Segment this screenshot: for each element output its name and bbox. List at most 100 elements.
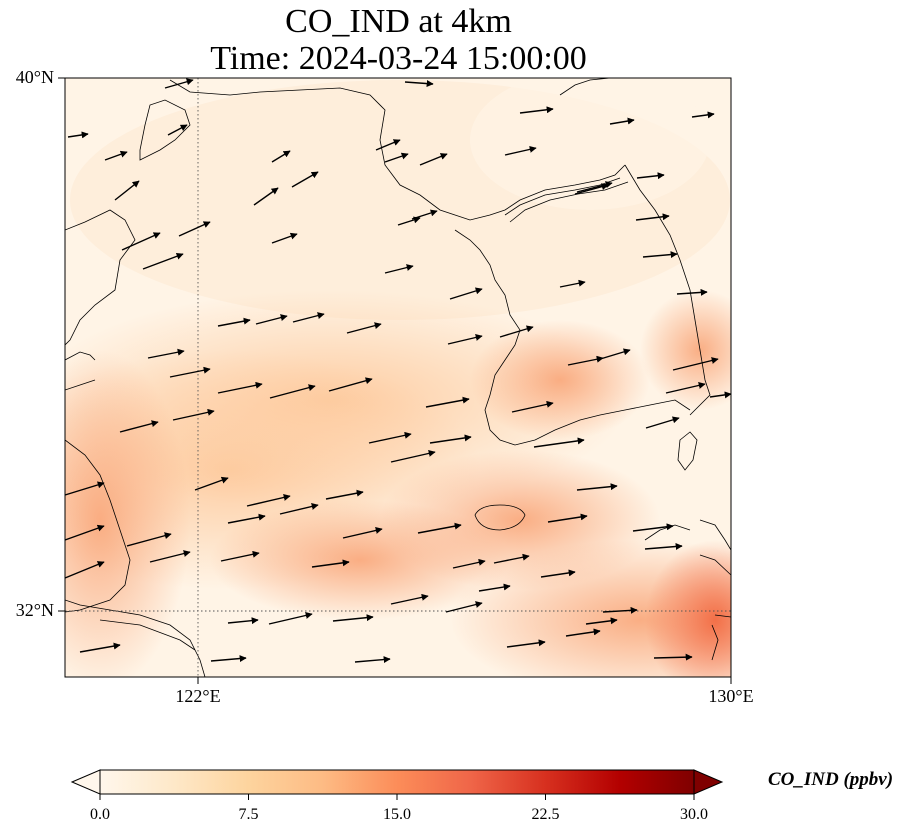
wind-arrow [533,437,585,448]
wind-arrow [567,355,604,366]
wind-arrow [645,416,680,429]
wind-arrow [653,653,693,661]
axis-ticks [58,77,732,684]
wind-arrow [447,334,483,345]
wind-arrow [126,532,172,547]
wind-arrow [217,317,251,327]
wind-arrow [404,80,434,88]
coastlines [65,78,731,677]
colorbar-tick-4: 30.0 [680,806,708,823]
colorbar-label: CO_IND (ppbv) [768,769,894,790]
wind-arrow [493,553,530,564]
wind-arrow [417,522,462,534]
wind-arrow [279,503,319,515]
wind-arrow [676,288,708,296]
wind-arrow [478,583,511,592]
wind-arrow [585,617,618,625]
wind-arrow [419,153,448,166]
wind-arrow [325,489,364,500]
colorbar-gradient [99,769,695,795]
wind-arrow [246,494,291,507]
wind-arrow [178,221,211,237]
colorbar-tick-1: 7.5 [238,806,259,823]
wind-arrow [565,628,601,637]
wind-arrow [519,106,554,114]
wind-arrow [271,232,298,244]
wind-arrow [672,357,719,371]
wind-arrow [255,314,288,325]
lon-label-130e: 130°E [708,686,754,706]
wind-arrow [79,642,121,653]
wind-arrow [64,561,105,579]
wind-arrow [119,420,159,433]
wind-arrow [114,180,140,201]
colorbar-tick-3: 22.5 [531,806,560,823]
wind-arrow [425,396,470,408]
concentration-field [65,78,731,677]
colorbar-tick-0: 0.0 [90,806,110,823]
wind-arrow [632,523,674,532]
wind-arrow [269,384,316,399]
wind-arrow [220,550,260,562]
map-title: CO_IND at 4km [285,3,512,40]
colorbar-extend-min [70,769,101,795]
wind-arrow [328,377,373,392]
wind-arrow [217,381,263,394]
wind-arrow [342,527,383,539]
map-subtitle-time: Time: 2024-03-24 15:00:00 [210,40,587,77]
wind-arrow [636,172,665,180]
wind-arrow [354,656,391,664]
wind-arrow [292,312,325,323]
wind-arrow [142,252,184,270]
wind-arrow [384,264,414,274]
wind-arrow [164,78,194,89]
wind-arrow [644,543,683,550]
wind-arrow [227,617,259,625]
wind-arrow [311,559,350,568]
wind-arrow [194,476,229,491]
wind-arrow [691,111,715,119]
wind-arrow [511,400,554,413]
wind-arrow [149,550,191,563]
wind-arrow [291,171,319,188]
wind-arrow [384,152,409,163]
wind-arrow [390,593,429,605]
wind-arrow [709,391,732,399]
wind-arrow [449,287,483,300]
wind-arrow [429,434,472,444]
wind-arrow [574,183,609,195]
colorbar-tick-2: 15.0 [383,806,411,823]
wind-arrow [506,639,546,648]
wind-arrow [64,524,105,541]
wind-arrow [609,117,635,125]
lon-label-122e: 122°E [175,686,221,706]
wind-arrow [665,382,706,394]
colorbar [70,769,724,800]
wind-vectors [64,78,732,664]
wind-arrow [499,325,534,338]
wind-arrow [332,614,374,622]
wind-arrow [642,251,678,259]
wind-arrow [172,408,215,421]
wind-arrow [227,513,266,524]
colorbar-extend-max [693,769,724,795]
wind-arrow [452,558,486,569]
wind-arrow [504,145,537,156]
wind-arrow [368,431,412,444]
wind-arrow [253,187,279,206]
wind-arrow [121,232,161,251]
wind-arrow [576,483,618,491]
wind-arrow [67,131,89,139]
wind-arrow [147,348,185,359]
wind-arrow [64,481,105,496]
wind-arrow [210,655,247,663]
wind-arrow [559,279,586,288]
wind-arrow [169,366,211,378]
wind-arrow [390,449,436,463]
wind-arrow [375,139,401,151]
wind-arrow [167,124,188,136]
wind-arrow [547,513,588,523]
lat-label-32n: 32°N [15,600,54,620]
wind-arrow [104,150,128,161]
